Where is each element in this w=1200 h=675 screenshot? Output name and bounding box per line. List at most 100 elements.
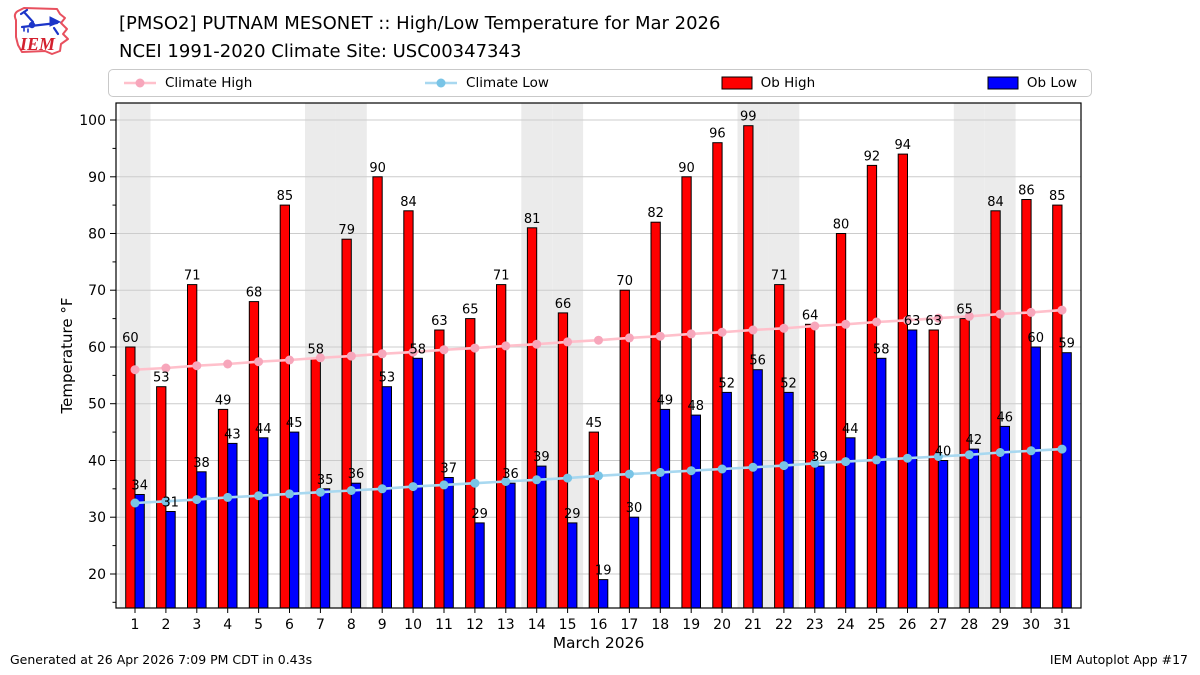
svg-text:13: 13: [497, 617, 515, 633]
title-block: [PMSO2] PUTNAM MESONET :: High/Low Tempe…: [119, 10, 720, 66]
axis-ticks: 1 2 3 4 5 6 7 8 9 10 11 12 13 14 15 16 17 18 19 20 21 22 23 24 2…: [79, 113, 1071, 633]
ob-high-value: 53: [153, 371, 170, 386]
ob-low-value: 52: [780, 376, 797, 391]
ob-low-bar: [937, 460, 949, 609]
ob-high-bar: [465, 318, 476, 609]
climate-high-line: [130, 305, 1067, 375]
ob-low-bar: [227, 442, 238, 609]
ob-low-bar: [319, 488, 331, 609]
ob-high-value: 63: [431, 314, 448, 329]
ob-low-value: 43: [224, 427, 241, 442]
svg-text:40: 40: [88, 454, 106, 470]
svg-text:29: 29: [991, 617, 1009, 633]
ob-high-value: 96: [709, 127, 726, 142]
ob-high-bar: [897, 153, 909, 609]
ob-low-bar: [628, 516, 640, 609]
svg-text:19: 19: [682, 617, 700, 633]
ob-high-bar: [928, 329, 939, 609]
ob-low-value: 39: [533, 450, 550, 465]
legend-item-climate-high: Climate High: [123, 75, 252, 91]
legend-label: Ob Low: [1026, 75, 1077, 91]
svg-text:4: 4: [223, 617, 232, 633]
ob-low-value: 53: [379, 371, 396, 386]
ob-high-value: 60: [122, 331, 139, 346]
svg-text:16: 16: [590, 617, 608, 633]
ob-high-value: 80: [833, 218, 850, 233]
svg-text:27: 27: [929, 617, 947, 633]
ob-low-value: 52: [718, 376, 735, 391]
svg-text:21: 21: [744, 617, 762, 633]
svg-text:100: 100: [79, 113, 106, 129]
svg-text:30: 30: [1022, 617, 1040, 633]
ob-low-value: 46: [997, 410, 1014, 425]
legend-label: Climate High: [165, 75, 253, 91]
ob-high-bar: [866, 164, 878, 609]
svg-text:22: 22: [775, 617, 793, 633]
ob-high-value: 86: [1018, 184, 1035, 199]
ob-low-bar: [907, 329, 918, 609]
svg-text:1: 1: [131, 617, 140, 633]
ob-high-value: 71: [493, 269, 510, 284]
ob-high-value: 92: [864, 149, 881, 164]
svg-text:24: 24: [837, 617, 855, 633]
ob-high-bar: [341, 238, 352, 609]
ob-high-bar: [557, 312, 569, 609]
ob-low-bar: [1061, 352, 1072, 609]
svg-text:23: 23: [806, 617, 824, 633]
ob-high-value: 71: [184, 269, 201, 284]
ob-low-bar: [474, 522, 485, 609]
ob-high-bar: [403, 210, 414, 609]
ob-low-bar: [289, 431, 300, 609]
ob-low-bar: [659, 408, 671, 609]
ob-high-bar: [248, 301, 260, 609]
svg-text:31: 31: [1053, 617, 1071, 633]
climate-high-line-icon: [124, 78, 156, 88]
ob-high-value: 90: [369, 161, 386, 176]
ob-high-bar: [125, 346, 136, 609]
ob-low-bar: [536, 465, 547, 609]
ob-high-value: 71: [771, 269, 788, 284]
iem-logo: IEM: [13, 7, 69, 55]
ob-low-bar: [1030, 346, 1041, 609]
ob-high-bar: [650, 221, 661, 609]
svg-text:17: 17: [620, 617, 638, 633]
svg-text:14: 14: [528, 617, 546, 633]
ob-low-bar: [752, 369, 763, 609]
ob-high-value: 79: [338, 223, 355, 238]
ob-low-bar: [814, 465, 825, 609]
ob-low-value: 39: [811, 450, 828, 465]
ob-low-value: 34: [131, 479, 148, 494]
ob-high-value: 64: [802, 308, 819, 323]
ob-high-bar: [496, 284, 507, 609]
ob-low-value: 44: [842, 422, 859, 437]
ob-high-value: 84: [987, 195, 1004, 210]
ob-high-bar: [712, 142, 723, 609]
ob-high-bar: [835, 233, 847, 609]
svg-text:80: 80: [88, 227, 106, 243]
ob-high-bar: [774, 284, 785, 609]
ob-bars: [125, 125, 1072, 609]
climate-low-line-icon: [425, 78, 458, 88]
svg-text:70: 70: [88, 283, 106, 299]
chart-title: [PMSO2] PUTNAM MESONET :: High/Low Tempe…: [119, 13, 721, 34]
ob-high-swatch-icon: [721, 76, 753, 90]
svg-text:20: 20: [88, 567, 106, 583]
svg-text:9: 9: [378, 617, 387, 633]
ob-low-value: 29: [471, 507, 488, 522]
legend-item-climate-low: Climate Low: [424, 75, 549, 91]
ob-high-value: 66: [555, 297, 572, 312]
value-labels: 60 34 53 31 71 38 49 43 68 44 85 45 58 35 79 36 90 53 84 58…: [122, 110, 1075, 579]
ob-high-value: 45: [586, 416, 603, 431]
legend-label: Climate Low: [466, 75, 549, 91]
ob-low-bar: [443, 477, 454, 609]
ob-low-bar: [690, 414, 702, 609]
ob-low-bar: [134, 494, 145, 609]
generated-timestamp: Generated at 26 Apr 2026 7:09 PM CDT in …: [10, 652, 313, 667]
ob-high-value: 81: [524, 212, 541, 227]
ob-low-value: 19: [595, 564, 612, 579]
ob-low-swatch-icon: [987, 76, 1019, 90]
ob-low-bar: [165, 511, 176, 609]
weather-vane-icon: [19, 8, 62, 36]
ob-low-value: 31: [162, 496, 179, 511]
